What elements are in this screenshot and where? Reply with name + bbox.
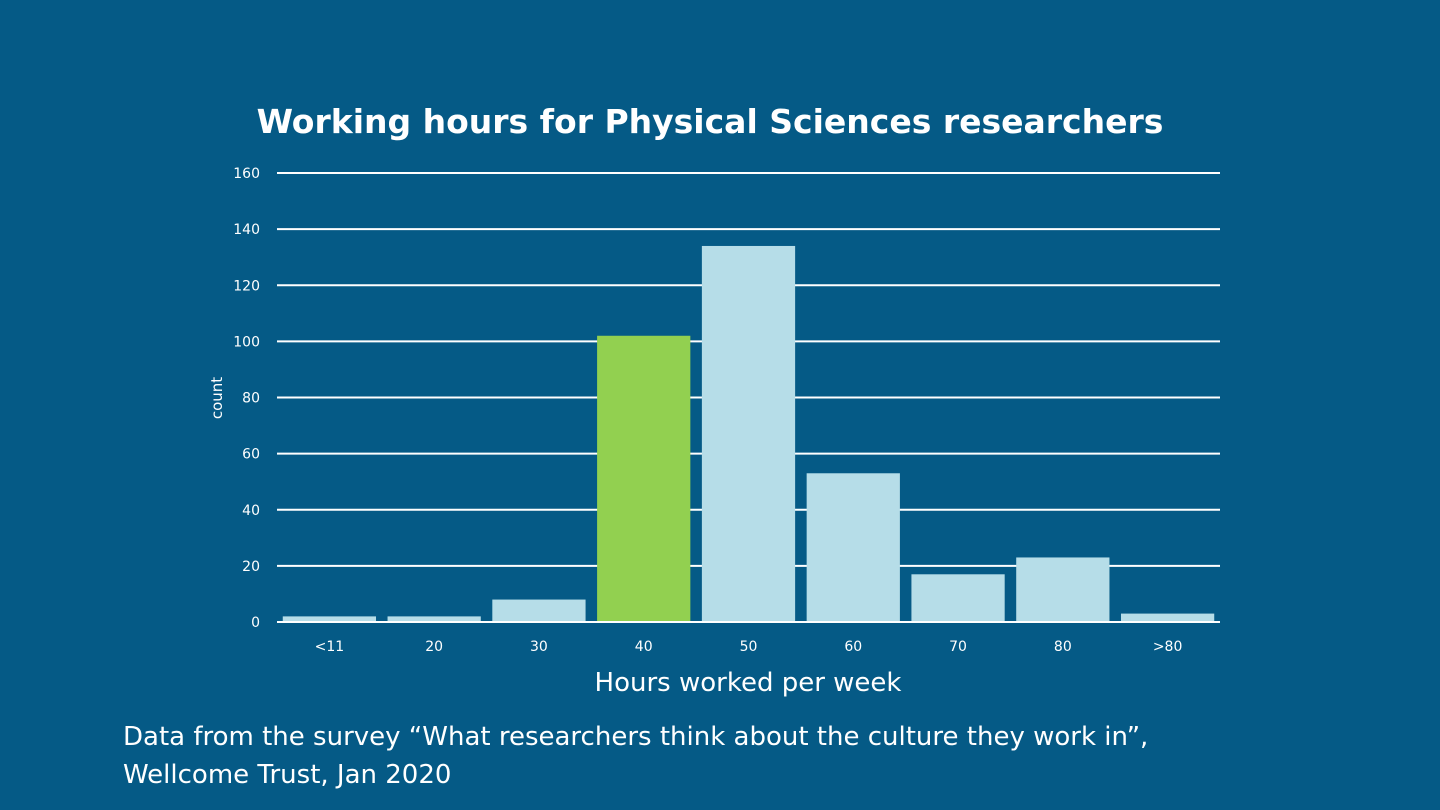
x-tick-label: 60 (844, 639, 862, 655)
bar-70 (911, 574, 1005, 622)
y-tick-label: 140 (233, 222, 260, 238)
footnote-line-2: Wellcome Trust, Jan 2020 (123, 760, 452, 790)
bar-30 (492, 599, 586, 622)
bar-60 (806, 473, 900, 622)
x-tick-label: <11 (315, 639, 345, 655)
footnote-line-1: Data from the survey “What researchers t… (123, 722, 1149, 752)
bar->80 (1120, 613, 1215, 622)
x-tick-label: 50 (740, 639, 758, 655)
y-axis-label: count (208, 377, 226, 419)
x-tick-label: 40 (635, 639, 653, 655)
x-tick-label: 20 (425, 639, 443, 655)
bar-80 (1016, 557, 1110, 622)
x-tick-label: 30 (530, 639, 548, 655)
bar-40 (597, 335, 691, 622)
y-tick-label: 0 (251, 615, 260, 631)
x-tick-label: 80 (1054, 639, 1072, 655)
x-tick-label: >80 (1153, 639, 1183, 655)
bar-20 (387, 616, 481, 622)
x-tick-label: 70 (949, 639, 967, 655)
y-tick-label: 100 (233, 334, 260, 350)
y-tick-label: 80 (242, 391, 260, 407)
source-footnote: Data from the survey “What researchers t… (123, 718, 1148, 794)
y-tick-label: 20 (242, 559, 260, 575)
chart-title: Working hours for Physical Sciences rese… (256, 102, 1164, 141)
bar-<11 (282, 616, 377, 622)
y-tick-label: 160 (233, 166, 260, 182)
y-tick-label: 60 (242, 447, 260, 463)
y-tick-label: 120 (233, 278, 260, 294)
bar-50 (701, 245, 796, 622)
x-axis-label: Hours worked per week (595, 668, 902, 698)
y-tick-label: 40 (242, 503, 260, 519)
